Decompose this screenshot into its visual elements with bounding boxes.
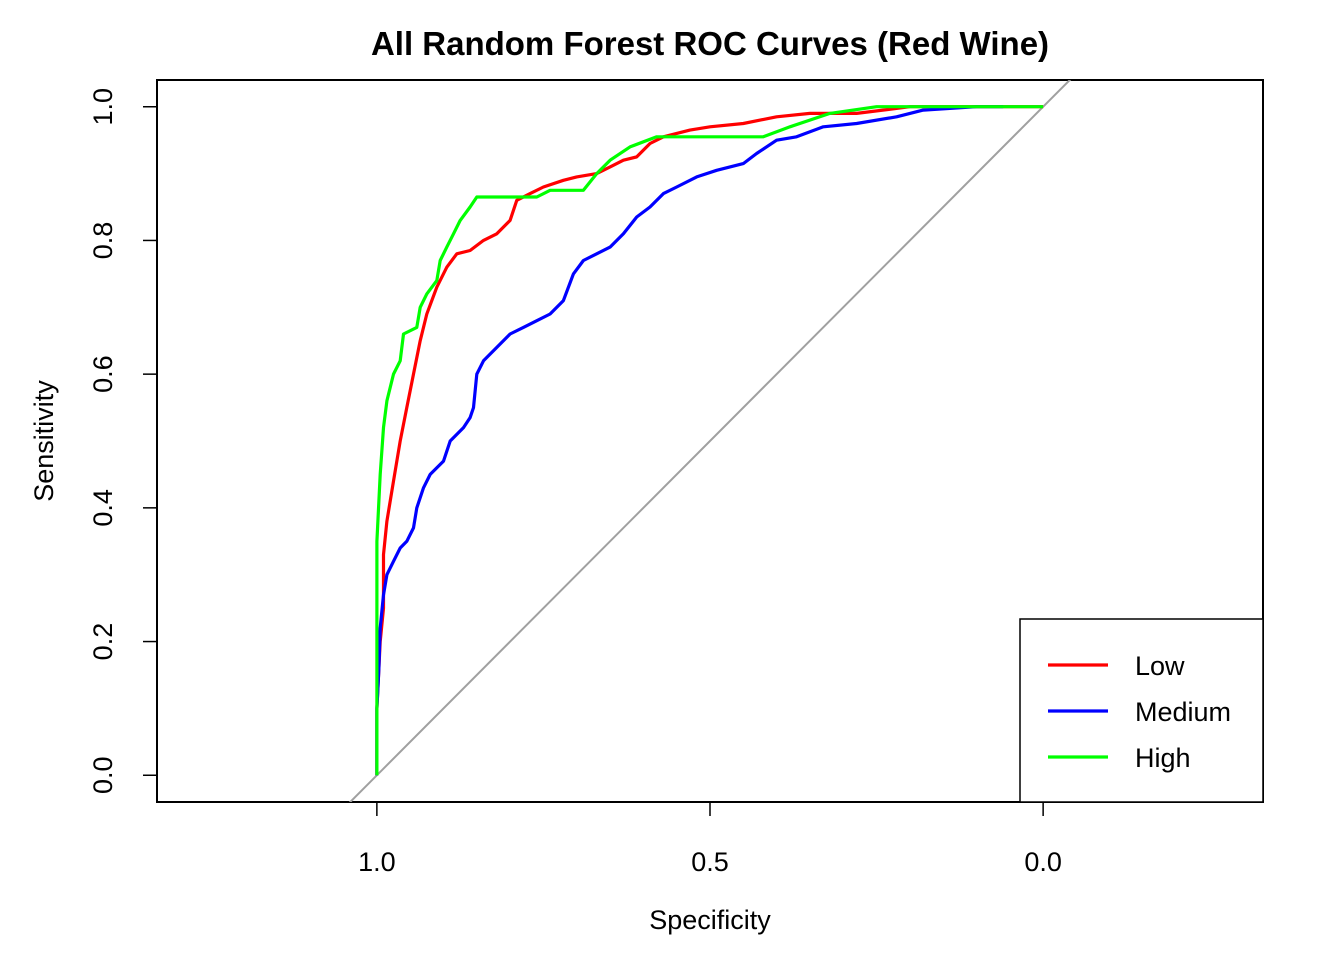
x-tick-label: 1.0 [358, 847, 396, 877]
y-tick-label: 0.6 [88, 355, 118, 393]
y-tick-label: 0.2 [88, 623, 118, 661]
chart-title: All Random Forest ROC Curves (Red Wine) [371, 25, 1049, 62]
y-tick-label: 1.0 [88, 88, 118, 126]
series-line-low [375, 105, 1044, 776]
series-line-medium [375, 105, 1004, 776]
x-axis: 1.0 0.5 0.0 [358, 801, 1062, 877]
x-tick-label: 0.5 [691, 847, 729, 877]
legend-label-high: High [1135, 743, 1191, 773]
legend-label-low: Low [1135, 651, 1185, 681]
y-tick-label: 0.4 [88, 489, 118, 527]
y-tick-label: 0.8 [88, 222, 118, 260]
legend: Low Medium High [1019, 618, 1264, 803]
plot-area [348, 80, 1072, 802]
y-tick-label: 0.0 [88, 756, 118, 794]
reference-diagonal-line [348, 80, 1072, 802]
x-axis-label: Specificity [649, 905, 771, 935]
legend-label-medium: Medium [1135, 697, 1231, 727]
series-line-high [375, 105, 1044, 776]
x-tick-label: 0.0 [1024, 847, 1062, 877]
y-axis: 0.0 0.2 0.4 0.6 0.8 1.0 [88, 88, 158, 794]
legend-items: Low Medium High [1048, 651, 1231, 773]
y-axis-label: Sensitivity [29, 380, 59, 502]
